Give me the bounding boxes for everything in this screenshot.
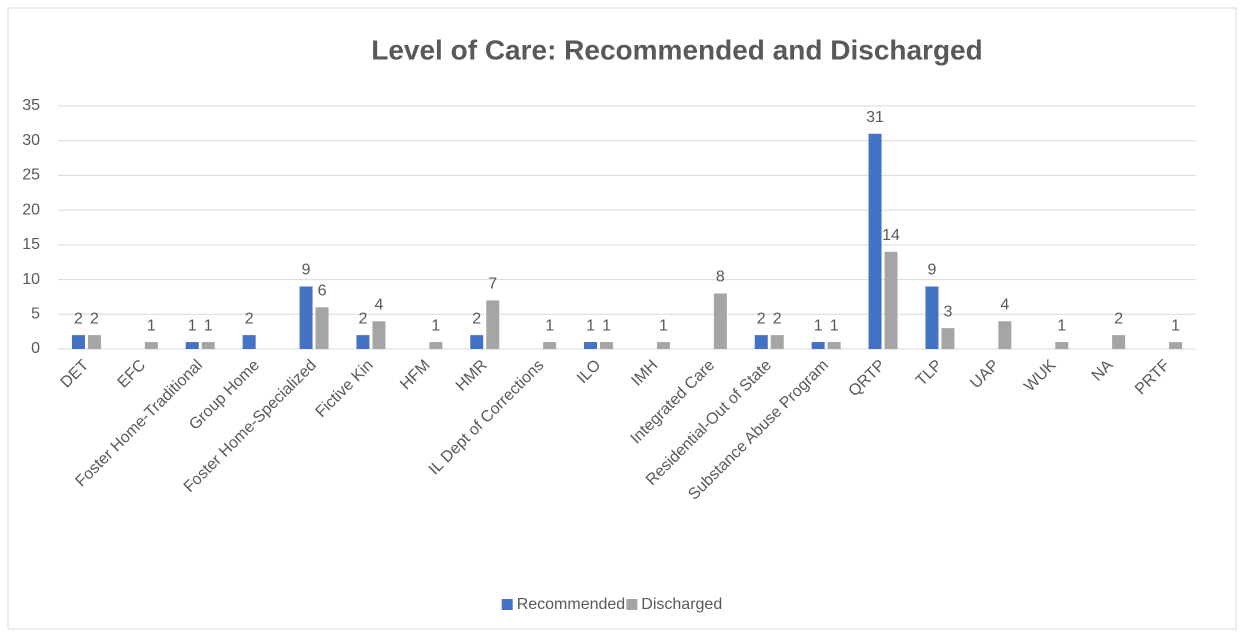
data-label: 1 [602,317,611,334]
bar [185,342,199,349]
data-label: 9 [927,262,936,279]
data-label: 1 [545,317,554,334]
bar [543,342,557,349]
bar [71,335,85,349]
data-label: 1 [586,317,595,334]
data-label: 1 [830,317,839,334]
bar [1055,342,1069,349]
data-label: 2 [245,310,254,327]
bar [925,286,939,349]
y-tick-label: 35 [22,97,40,114]
data-label: 2 [90,310,99,327]
y-tick-label: 25 [22,167,40,184]
chart-title: Level of Care: Recommended and Discharge… [371,34,983,65]
y-tick-label: 20 [22,201,40,218]
y-tick-label: 5 [31,306,40,323]
data-label: 1 [814,317,823,334]
bar [486,300,500,349]
data-label: 9 [302,262,311,279]
data-label: 2 [358,310,367,327]
data-label: 1 [188,317,197,334]
data-label: 3 [943,303,952,320]
bar [600,342,614,349]
bar [584,342,598,349]
legend-swatch [501,599,513,610]
bar [470,335,484,349]
data-label: 2 [74,310,83,327]
bar [868,133,882,349]
data-label: 2 [472,310,481,327]
data-label: 14 [882,227,900,244]
bar [429,342,443,349]
data-label: 6 [318,283,327,300]
data-label: 8 [716,269,725,286]
data-label: 4 [1000,296,1009,313]
bar [201,342,215,349]
bar [713,293,727,349]
data-label: 1 [1171,317,1180,334]
bar [1169,342,1183,349]
bar [144,342,158,349]
data-label: 2 [757,310,766,327]
bar [356,335,370,349]
y-tick-label: 30 [22,132,40,149]
data-label: 1 [1057,317,1066,334]
y-tick-label: 0 [31,340,40,357]
legend-label: Recommended [517,596,626,613]
legend-swatch [626,599,638,610]
bar [754,335,768,349]
bar [242,335,256,349]
data-label: 1 [204,317,213,334]
bar [811,342,825,349]
data-label: 2 [1114,310,1123,327]
legend-label: Discharged [641,596,722,613]
bar [299,286,313,349]
bar [87,335,101,349]
data-label: 2 [773,310,782,327]
data-label: 7 [488,276,497,293]
chart-border [7,7,1237,630]
bar [884,251,898,349]
data-label: 1 [147,317,156,334]
y-tick-label: 15 [22,236,40,253]
data-label: 1 [431,317,440,334]
data-label: 4 [374,296,383,313]
bar [998,321,1012,349]
bar [372,321,386,349]
bar [1112,335,1126,349]
y-tick-label: 10 [22,271,40,288]
data-label: 31 [866,109,884,126]
bar [770,335,784,349]
bar [827,342,841,349]
bar [315,307,329,349]
data-label: 1 [659,317,668,334]
bar [656,342,670,349]
bar [941,328,955,349]
